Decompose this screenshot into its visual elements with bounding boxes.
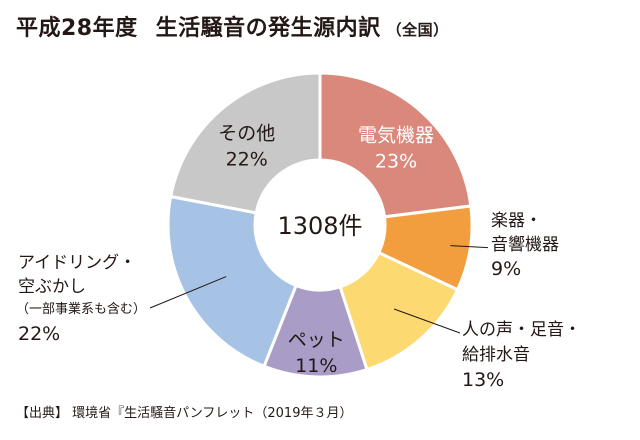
slice-label-5: その他 bbox=[218, 122, 275, 144]
slice-value-3: 11% bbox=[295, 355, 337, 377]
slice-label-4: 空ぶかし bbox=[18, 277, 86, 297]
slice-label-2: 人の声・足音・ bbox=[462, 320, 581, 340]
slice-label-3: ペット bbox=[288, 329, 345, 351]
slice-label-4: （一部事業系も含む） bbox=[16, 301, 146, 317]
source-note: 【出典】 環境省『生活騒音パンフレット（2019年３月） bbox=[16, 406, 353, 421]
center-total-label: 1308件 bbox=[277, 212, 362, 240]
leader-line-4 bbox=[149, 276, 227, 309]
slices bbox=[166, 71, 474, 379]
slice-5 bbox=[168, 71, 322, 215]
chart-title-year: 平成28年度 bbox=[16, 16, 138, 41]
chart-title-scope: （全国） bbox=[386, 21, 449, 39]
slice-labels: 電気機器 23% ペット 11% その他 22% 楽器・音響機器 9% 人の声・足音・給排水音 1… bbox=[16, 122, 581, 391]
leader-line-2 bbox=[393, 308, 461, 334]
slice-label-4: アイドリング・ bbox=[18, 253, 136, 273]
chart-title-main: 生活騒音の発生源内訳 bbox=[155, 16, 381, 41]
slice-label-1: 音響機器 bbox=[491, 235, 559, 255]
slice-4 bbox=[166, 194, 299, 369]
slice-value-5: 22% bbox=[226, 148, 268, 170]
chart-title: 平成28年度 生活騒音の発生源内訳 （全国） bbox=[16, 10, 449, 42]
slice-value-1: 9% bbox=[491, 258, 521, 280]
slice-label-0: 電気機器 bbox=[358, 125, 434, 147]
slice-label-1: 楽器・ bbox=[491, 211, 542, 231]
slice-0 bbox=[318, 71, 473, 219]
slice-value-0: 23% bbox=[375, 151, 417, 173]
slice-label-2: 給排水音 bbox=[462, 345, 530, 365]
slice-value-2: 13% bbox=[462, 369, 504, 391]
leader-line-1 bbox=[450, 245, 489, 249]
slice-value-4: 22% bbox=[18, 323, 60, 345]
